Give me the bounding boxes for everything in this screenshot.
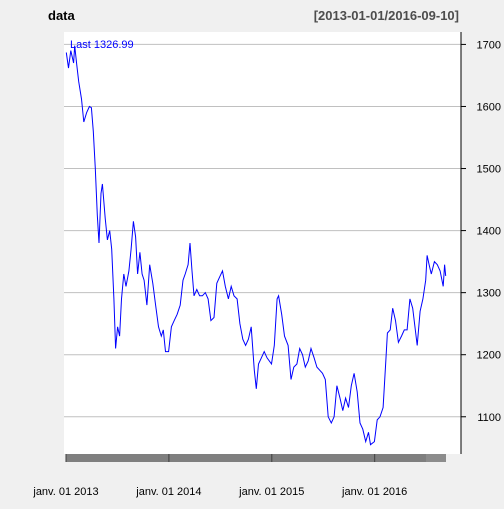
y-tick-label: 1700 (477, 39, 501, 51)
x-axis: janv. 01 2013 janv. 01 2014 janv. 01 2015 j… (32, 454, 446, 498)
plot-panel (64, 32, 461, 454)
grid-lines (64, 43, 461, 418)
x-tick-label: janv. 01 2016 (341, 486, 407, 498)
y-tick-label: 1500 (477, 164, 501, 176)
x-tick-label: janv. 01 2014 (135, 486, 201, 498)
series-line (65, 45, 447, 446)
x-axis-bar-end (426, 454, 446, 462)
y-tick-label: 1100 (477, 412, 501, 424)
y-tick-label: 1400 (477, 226, 501, 238)
last-value-label: Last 1326.99 (70, 39, 134, 51)
y-tick-label: 1200 (477, 350, 501, 362)
y-tick-label: 1600 (477, 101, 501, 113)
x-axis-bar (66, 454, 446, 462)
y-axis: 1100 1200 1300 1400 1500 1600 1700 (461, 39, 501, 424)
y-tick-label: 1300 (477, 288, 501, 300)
x-tick-label: janv. 01 2013 (32, 486, 98, 498)
x-tick-label: janv. 01 2015 (238, 486, 304, 498)
date-range-label: [2013-01-01/2016-09-10] (314, 8, 459, 23)
chart-title: data (48, 8, 76, 23)
